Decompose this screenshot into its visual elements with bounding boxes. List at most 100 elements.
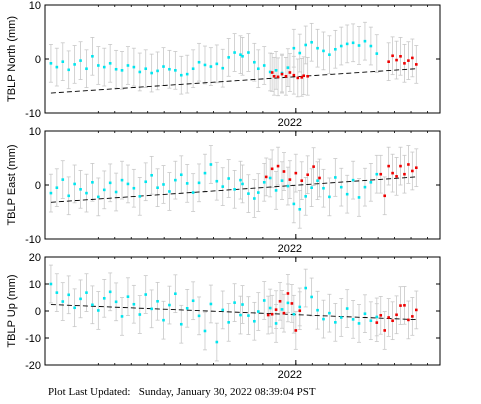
data-point xyxy=(126,182,130,186)
data-point xyxy=(351,41,355,45)
data-point xyxy=(120,315,124,318)
y-axis-label: TBLP North (mm) xyxy=(6,16,18,102)
data-point xyxy=(257,191,260,194)
data-point-recent xyxy=(415,308,418,312)
data-point xyxy=(233,188,236,191)
data-point xyxy=(126,295,130,298)
data-point-recent xyxy=(272,74,276,78)
trend-line xyxy=(50,68,417,94)
data-point xyxy=(120,69,124,72)
data-point xyxy=(369,44,373,48)
data-point xyxy=(49,62,53,65)
x-tick-label: 2022 xyxy=(278,369,302,381)
data-point xyxy=(79,297,82,301)
data-point-recent xyxy=(296,76,300,80)
footer-text: Plot Last Updated: Sunday, January 30, 2… xyxy=(48,386,316,398)
data-point-recent xyxy=(292,73,296,77)
data-point-recent xyxy=(298,309,302,313)
data-point-recent xyxy=(411,315,414,318)
data-point xyxy=(179,173,183,177)
data-point-recent xyxy=(379,172,383,176)
data-point xyxy=(174,69,177,72)
data-point xyxy=(85,67,88,71)
data-point xyxy=(185,307,189,310)
data-point-recent xyxy=(266,313,270,317)
data-point xyxy=(310,186,313,189)
data-point-recent xyxy=(391,319,394,323)
data-point xyxy=(209,65,213,68)
data-point xyxy=(97,64,100,67)
y-tick-label: -10 xyxy=(25,333,41,345)
data-point xyxy=(49,191,53,195)
data-point xyxy=(339,185,343,189)
data-point xyxy=(334,321,337,324)
data-point-recent xyxy=(383,194,386,198)
data-point xyxy=(233,51,236,54)
data-point xyxy=(286,301,290,305)
data-point xyxy=(357,196,361,199)
data-point xyxy=(132,302,136,306)
data-point xyxy=(168,303,171,307)
data-point xyxy=(280,179,284,182)
data-point xyxy=(144,67,148,71)
data-point xyxy=(55,65,59,69)
data-point-recent xyxy=(407,59,410,62)
data-point-recent xyxy=(302,74,306,78)
data-point xyxy=(67,68,70,72)
data-point xyxy=(268,176,272,180)
data-point xyxy=(179,73,183,77)
data-point xyxy=(239,53,242,56)
data-point xyxy=(363,312,367,315)
data-point xyxy=(369,181,373,184)
data-point xyxy=(79,188,82,191)
data-point xyxy=(375,172,379,176)
data-point xyxy=(322,317,325,321)
data-point-recent xyxy=(411,56,414,60)
data-point-recent xyxy=(300,179,304,182)
data-point xyxy=(304,43,307,47)
data-point xyxy=(253,60,256,64)
data-point xyxy=(73,63,76,66)
data-point-recent xyxy=(399,164,402,168)
data-point xyxy=(292,46,296,50)
data-point xyxy=(221,185,225,188)
data-point xyxy=(247,192,250,195)
data-point-recent xyxy=(395,175,398,178)
data-point-recent xyxy=(280,72,284,76)
data-point xyxy=(310,40,313,44)
data-point xyxy=(227,321,230,324)
data-point-recent xyxy=(270,71,274,74)
data-point-recent xyxy=(270,167,274,171)
data-point xyxy=(162,183,165,186)
data-point xyxy=(298,208,302,211)
data-point-recent xyxy=(276,164,280,168)
y-tick-label: 0 xyxy=(35,306,41,318)
data-point xyxy=(91,181,94,184)
data-point xyxy=(120,178,124,182)
data-point xyxy=(132,65,136,69)
data-point xyxy=(49,282,53,286)
data-point xyxy=(334,176,337,179)
trend-line xyxy=(50,176,417,203)
data-point xyxy=(79,59,82,62)
data-point xyxy=(185,182,189,185)
data-point xyxy=(209,163,213,166)
data-point xyxy=(126,64,130,67)
data-point xyxy=(363,185,367,189)
data-point xyxy=(274,189,278,192)
data-point xyxy=(274,322,278,325)
data-point-recent xyxy=(387,316,390,319)
data-point xyxy=(156,69,159,73)
data-point xyxy=(150,71,153,75)
data-point xyxy=(247,314,250,317)
data-point-recent xyxy=(294,171,298,175)
data-point xyxy=(345,192,349,196)
y-tick-label: 0 xyxy=(35,54,41,66)
data-point xyxy=(375,52,379,55)
data-point-recent xyxy=(288,71,292,74)
data-point-recent xyxy=(375,321,379,324)
data-point-recent xyxy=(415,166,418,170)
data-point xyxy=(162,65,165,68)
data-point xyxy=(91,303,94,307)
data-point xyxy=(91,55,94,58)
